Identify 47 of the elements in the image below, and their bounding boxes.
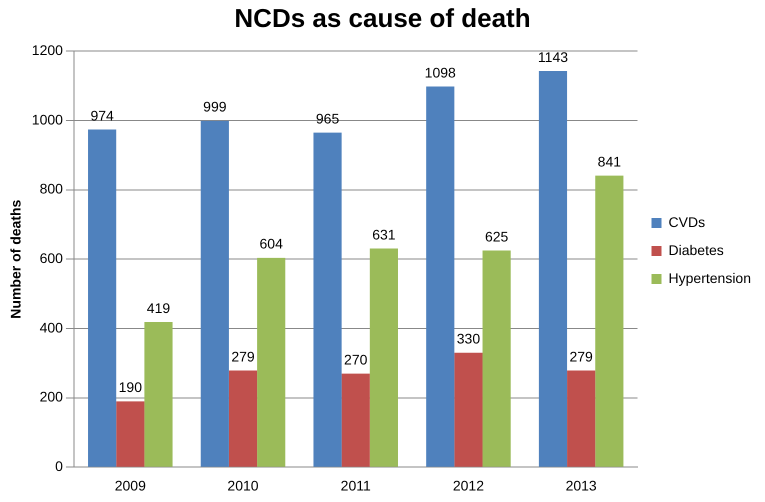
- x-tick-label: 2011: [340, 477, 371, 494]
- x-tick-label: 2012: [452, 477, 484, 494]
- data-label: 625: [484, 228, 509, 244]
- x-tick-label: 2010: [227, 477, 259, 494]
- bar: [228, 370, 258, 467]
- bar: [342, 374, 370, 467]
- bar: [370, 248, 398, 467]
- y-tick-label: 600: [40, 250, 64, 266]
- bar: [144, 322, 173, 467]
- bar: [567, 370, 596, 467]
- y-tick-label: 1000: [32, 111, 64, 128]
- data-label: 604: [260, 236, 284, 252]
- data-label: 330: [456, 330, 480, 347]
- bar: [454, 352, 483, 467]
- y-tick-label: 200: [40, 388, 64, 405]
- bar: [426, 86, 454, 467]
- x-tick-label: 2009: [114, 477, 146, 494]
- y-tick-label: 400: [40, 319, 64, 336]
- chart-title: NCDs as cause of death: [234, 2, 531, 33]
- y-tick-label: 800: [40, 180, 64, 197]
- data-label: 190: [118, 379, 142, 396]
- y-tick-label: 1200: [32, 42, 64, 58]
- data-label: 419: [146, 300, 170, 316]
- bar: [88, 130, 116, 467]
- x-tick-label: 2013: [566, 477, 597, 494]
- legend-label: Diabetes: [668, 242, 724, 258]
- bar: [538, 70, 568, 467]
- bar: [257, 258, 286, 467]
- bar: [313, 132, 342, 467]
- data-label: 999: [203, 98, 227, 115]
- legend-label: Hypertension: [668, 270, 752, 286]
- data-label: 270: [344, 351, 368, 368]
- bar: [482, 250, 511, 467]
- legend-label: CVDs: [668, 214, 706, 230]
- data-label: 841: [598, 154, 622, 170]
- data-label: 974: [90, 107, 114, 124]
- data-label: 965: [316, 110, 340, 127]
- bar: [200, 120, 229, 467]
- data-label: 279: [569, 348, 594, 364]
- bar: [595, 176, 624, 467]
- bar: [116, 401, 144, 467]
- data-label: 1098: [424, 64, 456, 80]
- y-tick-label: 0: [55, 458, 64, 474]
- data-label: 631: [372, 226, 396, 242]
- data-label: 279: [231, 348, 255, 364]
- data-label: 1143: [538, 48, 568, 65]
- y-axis-title: Number of deaths: [7, 199, 24, 319]
